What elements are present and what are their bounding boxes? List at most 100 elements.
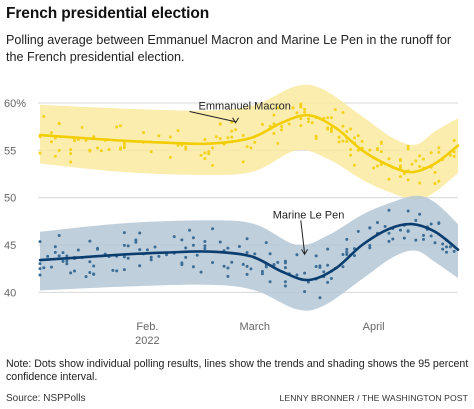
macron-poll-dot <box>418 164 422 168</box>
lepen-poll-dot <box>356 229 360 233</box>
macron-poll-dot <box>452 154 456 158</box>
lepen-poll-dot <box>65 259 69 263</box>
macron-poll-dot <box>314 134 318 138</box>
lepen-poll-dot <box>249 267 253 271</box>
lepen-poll-dot <box>368 246 372 250</box>
macron-poll-dot <box>448 153 452 157</box>
lepen-poll-dot <box>245 272 249 276</box>
lepen-poll-dot <box>145 248 149 252</box>
macron-poll-dot <box>50 131 54 135</box>
chart-subtitle: Polling average between Emmanuel Macron … <box>6 33 452 64</box>
macron-poll-dot <box>80 125 84 129</box>
macron-poll-dot <box>421 157 425 161</box>
macron-poll-dot <box>69 148 73 152</box>
macron-poll-dot <box>122 141 126 145</box>
lepen-poll-dot <box>191 265 195 269</box>
x-tick-label: April <box>363 321 385 333</box>
macron-poll-dot <box>337 140 341 144</box>
macron-poll-dot <box>142 130 146 134</box>
macron-poll-dot <box>99 149 103 153</box>
lepen-poll-dot <box>46 254 50 258</box>
macron-poll-dot <box>272 132 276 136</box>
macron-poll-dot <box>387 177 391 181</box>
macron-poll-dot <box>375 164 379 168</box>
lepen-poll-dot <box>352 254 356 258</box>
lepen-poll-dot <box>138 248 142 252</box>
y-tick-label: 55 <box>4 145 16 157</box>
macron-poll-dot <box>115 125 119 129</box>
macron-poll-dot <box>69 160 73 164</box>
macron-poll-dot <box>203 138 207 142</box>
lepen-poll-dot <box>448 245 452 249</box>
lepen-poll-dot <box>126 256 130 260</box>
lepen-poll-dot <box>326 263 330 267</box>
macron-poll-dot <box>299 117 303 121</box>
macron-poll-dot <box>276 141 280 145</box>
macron-poll-dot <box>260 122 264 126</box>
lepen-poll-dot <box>92 264 96 268</box>
lepen-poll-dot <box>441 247 445 251</box>
lepen-poll-dot <box>180 238 184 242</box>
lepen-poll-dot <box>61 251 65 255</box>
macron-poll-dot <box>73 139 77 143</box>
macron-poll-dot <box>287 122 291 126</box>
macron-trend-line <box>38 113 460 174</box>
chart-title: French presidential election <box>6 5 210 22</box>
lepen-poll-dot <box>38 267 42 271</box>
macron-poll-dot <box>398 166 402 170</box>
lepen-poll-dot <box>38 273 42 277</box>
macron-poll-dot <box>329 126 333 130</box>
lepen-poll-dot <box>326 280 330 284</box>
macron-poll-dot <box>272 122 276 126</box>
lepen-poll-dot <box>387 231 391 235</box>
macron-poll-dot <box>337 135 341 139</box>
macron-poll-dot <box>375 148 379 152</box>
lepen-poll-dot <box>218 240 222 244</box>
lepen-poll-dot <box>65 262 69 266</box>
macron-poll-dot <box>295 111 299 115</box>
lepen-poll-dot <box>276 260 280 264</box>
macron-poll-dot <box>299 103 303 107</box>
lepen-poll-dot <box>88 271 92 275</box>
macron-poll-dot <box>303 110 307 114</box>
macron-poll-dot <box>437 179 441 183</box>
lepen-label-leader <box>300 220 306 254</box>
macron-poll-dot <box>303 107 307 111</box>
macron-poll-dot <box>398 175 402 179</box>
lepen-poll-dot <box>226 274 230 278</box>
macron-poll-dot <box>38 151 42 155</box>
macron-poll-dot <box>203 151 207 155</box>
lepen-poll-dot <box>306 280 310 284</box>
macron-poll-dot <box>122 144 126 148</box>
lepen-poll-dot <box>211 261 215 265</box>
macron-poll-dot <box>119 124 123 128</box>
lepen-poll-dot <box>444 250 448 254</box>
lepen-poll-dot <box>260 272 264 276</box>
lepen-poll-dot <box>199 270 203 274</box>
lepen-poll-dot <box>345 247 349 251</box>
macron-poll-dot <box>368 148 372 152</box>
lepen-poll-dot <box>122 243 126 247</box>
lepen-poll-dot <box>283 280 287 284</box>
macron-poll-dot <box>168 135 172 139</box>
chart-source: Source: NSPPolls <box>6 393 86 404</box>
macron-poll-dot <box>326 116 330 120</box>
lepen-poll-dot <box>245 237 249 241</box>
lepen-poll-dot <box>96 247 100 251</box>
macron-poll-dot <box>119 146 123 150</box>
lepen-poll-dot <box>345 252 349 256</box>
x-tick-sublabel: 2022 <box>135 335 159 347</box>
macron-poll-dot <box>345 130 349 134</box>
macron-poll-dot <box>341 139 345 143</box>
lepen-label-arrow <box>301 249 309 256</box>
lepen-poll-dot <box>368 226 372 230</box>
macron-poll-dot <box>326 126 330 130</box>
lepen-poll-dot <box>452 249 456 253</box>
macron-confidence-band <box>40 84 458 200</box>
macron-poll-dot <box>69 152 73 156</box>
lepen-poll-dot <box>122 268 126 272</box>
macron-poll-dot <box>184 145 188 149</box>
macron-poll-dot <box>356 134 360 138</box>
macron-poll-dot <box>272 113 276 117</box>
macron-poll-dot <box>207 152 211 156</box>
